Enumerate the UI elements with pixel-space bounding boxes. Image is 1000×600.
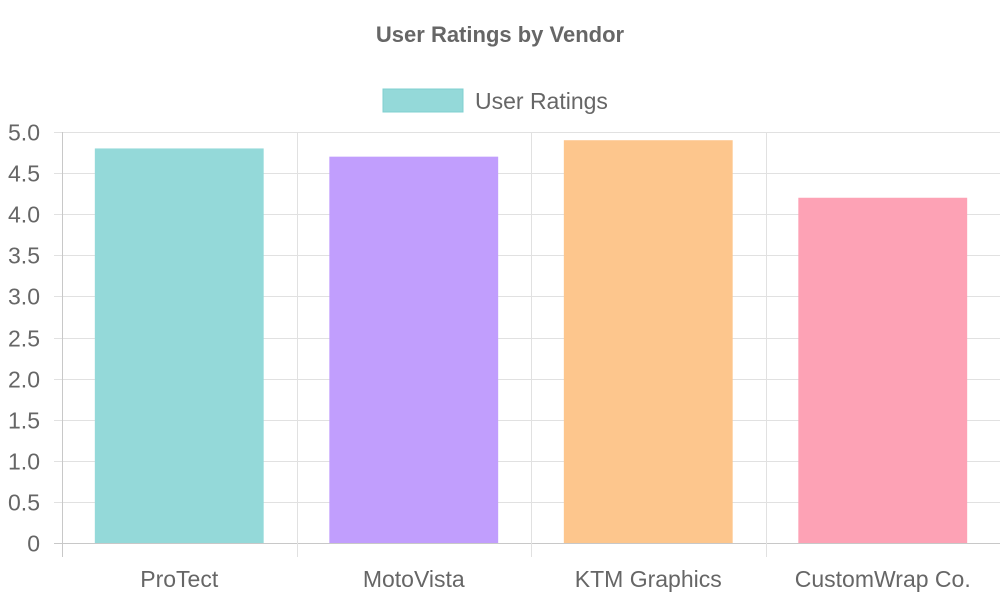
legend-label[interactable]: User Ratings — [475, 88, 608, 114]
legend[interactable]: User Ratings — [382, 88, 608, 114]
y-tick-label: 0.5 — [8, 490, 40, 516]
y-axis: 0 0.5 1.0 1.5 2.0 2.5 3.0 3.5 4.0 4.5 5.0 — [8, 120, 40, 557]
chart-title: User Ratings by Vendor — [376, 22, 625, 47]
bar[interactable] — [94, 148, 264, 543]
x-tick-label: ProTect — [140, 566, 219, 592]
y-tick-label: 1.0 — [8, 449, 40, 475]
x-tick-label: MotoVista — [363, 566, 465, 592]
y-tick-label: 4.5 — [8, 161, 40, 187]
x-tick-label: KTM Graphics — [575, 566, 722, 592]
bar[interactable] — [563, 140, 733, 543]
x-axis: ProTect MotoVista KTM Graphics CustomWrap C… — [140, 566, 970, 592]
bars — [94, 140, 968, 543]
bar[interactable] — [798, 197, 968, 543]
y-tick-label: 5.0 — [8, 120, 40, 146]
legend-swatch[interactable] — [382, 88, 464, 113]
y-tick-label: 3.5 — [8, 243, 40, 269]
y-tick-label: 1.5 — [8, 408, 40, 434]
y-tick-label: 2.0 — [8, 367, 40, 393]
y-tick-label: 3.0 — [8, 284, 40, 310]
y-tick-label: 4.0 — [8, 202, 40, 228]
bar[interactable] — [329, 156, 499, 543]
x-tick-label: CustomWrap Co. — [795, 566, 971, 592]
y-tick-label: 0 — [27, 531, 40, 557]
y-tick-label: 2.5 — [8, 326, 40, 352]
